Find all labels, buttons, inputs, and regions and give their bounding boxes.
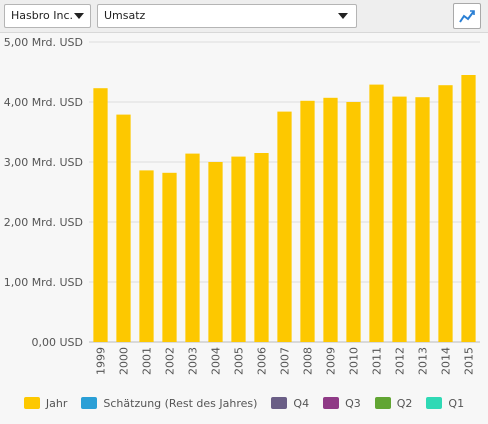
legend-item[interactable]: Q3 <box>323 397 361 410</box>
x-tick-label: 2009 <box>325 347 338 375</box>
x-tick-label: 2010 <box>348 347 361 375</box>
legend-label: Jahr <box>45 396 68 410</box>
y-tick-label: 2,00 Mrd. USD <box>4 216 83 229</box>
bar-2004 <box>208 162 223 342</box>
legend-item[interactable]: Q1 <box>426 397 464 410</box>
x-tick-label: 2008 <box>302 347 315 375</box>
bar-2000 <box>116 114 131 342</box>
legend-label: Q1 <box>448 396 465 410</box>
legend-swatch <box>374 397 391 409</box>
x-tick-label: 2005 <box>233 347 246 375</box>
x-tick-label: 2004 <box>210 347 223 375</box>
y-tick-label: 5,00 Mrd. USD <box>4 36 83 49</box>
legend-swatch <box>323 397 340 409</box>
x-tick-label: 2006 <box>256 347 269 375</box>
bar-2003 <box>185 153 200 342</box>
metric-select[interactable]: Umsatz <box>97 4 357 28</box>
legend-label: Q4 <box>293 396 310 410</box>
bar-2007 <box>277 111 292 342</box>
chevron-down-icon <box>74 13 84 19</box>
toolbar: Hasbro Inc. Umsatz <box>0 0 488 33</box>
chart-type-button[interactable] <box>453 3 481 29</box>
legend-item[interactable]: Q4 <box>271 397 309 410</box>
x-tick-label: 2013 <box>417 347 430 375</box>
y-tick-label: 1,00 Mrd. USD <box>4 276 83 289</box>
x-tick-label: 2003 <box>187 347 200 375</box>
bar-2015 <box>461 75 476 342</box>
legend-swatch <box>23 397 40 409</box>
x-tick-label: 2011 <box>371 347 384 375</box>
y-tick-label: 3,00 Mrd. USD <box>4 156 83 169</box>
y-tick-label: 0,00 USD <box>32 336 84 349</box>
bar-1999 <box>93 88 108 342</box>
chart-legend: Jahr Schätzung (Rest des Jahres) Q4 Q3 Q2 Q1 <box>0 393 488 413</box>
x-tick-label: 1999 <box>95 347 108 375</box>
legend-item[interactable]: Schätzung (Rest des Jahres) <box>81 397 257 410</box>
bar-2002 <box>162 172 177 342</box>
bar-2012 <box>392 96 407 342</box>
legend-swatch <box>426 397 443 409</box>
bar-2001 <box>139 170 154 342</box>
bar-2005 <box>231 156 246 342</box>
bar-2010 <box>346 102 361 342</box>
x-tick-label: 2015 <box>463 347 476 375</box>
y-tick-label: 4,00 Mrd. USD <box>4 96 83 109</box>
legend-item[interactable]: Jahr <box>23 396 68 410</box>
x-tick-label: 2014 <box>440 347 453 375</box>
x-tick-label: 2007 <box>279 347 292 375</box>
bar-2008 <box>300 100 315 342</box>
company-select[interactable]: Hasbro Inc. <box>4 4 91 28</box>
bar-2011 <box>369 84 384 342</box>
company-select-value: Hasbro Inc. <box>11 9 73 22</box>
line-chart-icon <box>459 10 475 23</box>
legend-label: Q2 <box>396 396 413 410</box>
legend-label: Schätzung (Rest des Jahres) <box>103 396 258 410</box>
legend-swatch <box>271 397 288 409</box>
chevron-down-icon <box>338 13 348 19</box>
bar-2014 <box>438 85 453 342</box>
bar-2013 <box>415 97 430 342</box>
x-tick-label: 2001 <box>141 347 154 375</box>
metric-select-value: Umsatz <box>104 9 146 22</box>
x-tick-label: 2000 <box>118 347 131 375</box>
revenue-bar-chart: 0,00 USD 1,00 Mrd. USD 2,00 Mrd. USD 3,00 M… <box>4 36 480 375</box>
x-tick-label: 2002 <box>164 347 177 375</box>
legend-swatch <box>81 397 98 409</box>
legend-label: Q3 <box>345 396 361 410</box>
x-tick-label: 2012 <box>394 347 407 375</box>
bar-2006 <box>254 153 269 342</box>
legend-item[interactable]: Q2 <box>374 396 413 410</box>
bar-2009 <box>323 97 338 342</box>
